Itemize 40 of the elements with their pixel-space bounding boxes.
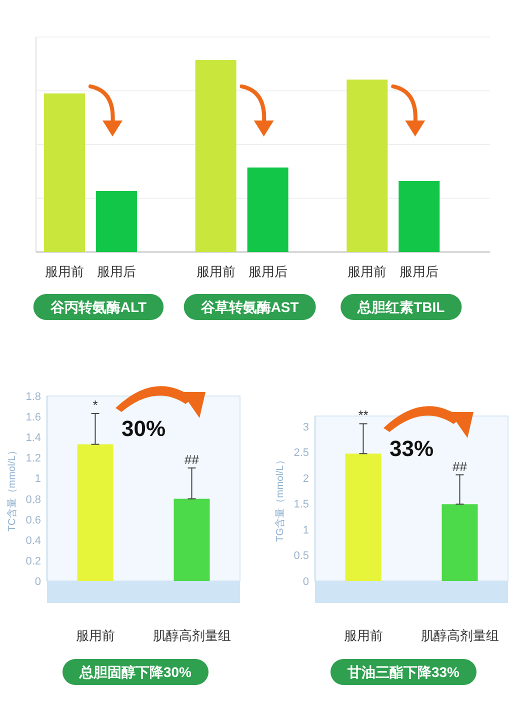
y-axis-title: TG含量（mmol/L）	[274, 455, 286, 542]
text: 总胆红素TBIL	[356, 299, 446, 315]
y-tick-label: 1.8	[26, 391, 41, 403]
y-tick-label: 0.5	[294, 550, 309, 562]
y-tick-label: 1.5	[294, 498, 309, 511]
x-tick-label: 服用后	[96, 264, 136, 279]
y-tick-label: 1.6	[26, 412, 41, 424]
y-tick-label: 0.8	[26, 494, 41, 506]
annotation: ##	[184, 452, 200, 467]
y-tick-label: 0.4	[26, 534, 41, 547]
x-tick-label: 肌醇高剂量组	[420, 628, 499, 643]
x-tick-label: 服用前	[44, 264, 84, 279]
y-tick-label: 0.6	[26, 514, 41, 526]
x-tick-label: 服用前	[76, 628, 115, 643]
y-tick-label: 0	[34, 576, 41, 588]
annotation: ##	[452, 458, 468, 474]
x-tick-label: 服用前	[344, 628, 383, 643]
y-tick-label: 2.5	[294, 447, 309, 460]
y-tick-label: 3	[302, 421, 309, 434]
annotation: 30%	[121, 416, 166, 441]
y-tick-label: 0	[302, 576, 309, 588]
y-tick-label: 1.4	[26, 432, 41, 444]
annotation: 33%	[389, 436, 434, 461]
text: 谷草转氨酶AST	[200, 299, 300, 315]
text: 谷丙转氨酶ALT	[49, 299, 148, 315]
x-tick-label: 服用后	[248, 264, 288, 279]
y-tick-label: 0.2	[26, 555, 41, 568]
y-axis-title: TC含量（mmol/L）	[6, 445, 18, 532]
text: 总胆固醇下降30%	[78, 664, 192, 680]
y-tick-label: 2	[302, 472, 309, 485]
y-tick-label: 1	[34, 473, 41, 486]
annotation: **	[358, 408, 368, 423]
x-tick-label: 服用前	[348, 264, 387, 279]
y-tick-label: 1.2	[26, 452, 41, 465]
x-tick-label: 服用后	[400, 264, 439, 279]
y-tick-label: 1	[302, 524, 309, 536]
x-tick-label: 服用前	[196, 264, 236, 279]
text: 甘油三酯下降33%	[346, 664, 460, 680]
annotation: *	[92, 397, 98, 412]
x-tick-label: 肌醇高剂量组	[152, 628, 231, 643]
